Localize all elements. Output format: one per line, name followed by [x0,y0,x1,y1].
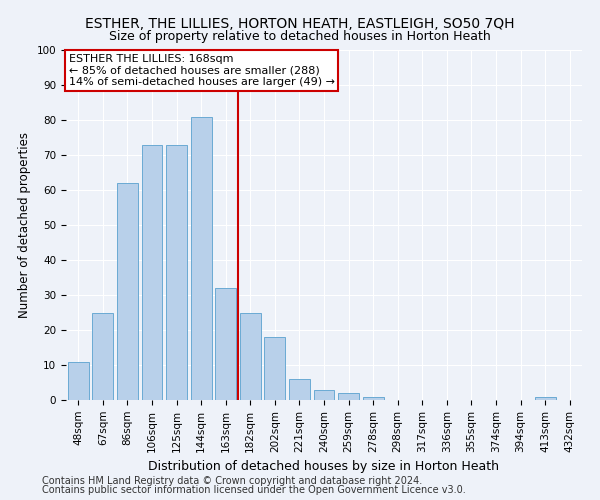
Bar [265,337,286,400]
Bar [338,393,359,400]
Text: Contains public sector information licensed under the Open Government Licence v3: Contains public sector information licen… [42,485,466,495]
Bar [142,144,163,400]
X-axis label: Distribution of detached houses by size in Horton Heath: Distribution of detached houses by size … [149,460,499,473]
Text: Size of property relative to detached houses in Horton Heath: Size of property relative to detached ho… [109,30,491,43]
Y-axis label: Number of detached properties: Number of detached properties [18,132,31,318]
Bar [240,312,261,400]
Bar [92,312,113,400]
Text: Contains HM Land Registry data © Crown copyright and database right 2024.: Contains HM Land Registry data © Crown c… [42,476,422,486]
Bar [362,396,383,400]
Bar [535,396,556,400]
Bar [215,288,236,400]
Bar [289,379,310,400]
Text: ESTHER, THE LILLIES, HORTON HEATH, EASTLEIGH, SO50 7QH: ESTHER, THE LILLIES, HORTON HEATH, EASTL… [85,18,515,32]
Bar [314,390,334,400]
Bar [191,116,212,400]
Bar [68,362,89,400]
Bar [166,144,187,400]
Bar [117,183,138,400]
Text: ESTHER THE LILLIES: 168sqm
← 85% of detached houses are smaller (288)
14% of sem: ESTHER THE LILLIES: 168sqm ← 85% of deta… [68,54,335,86]
